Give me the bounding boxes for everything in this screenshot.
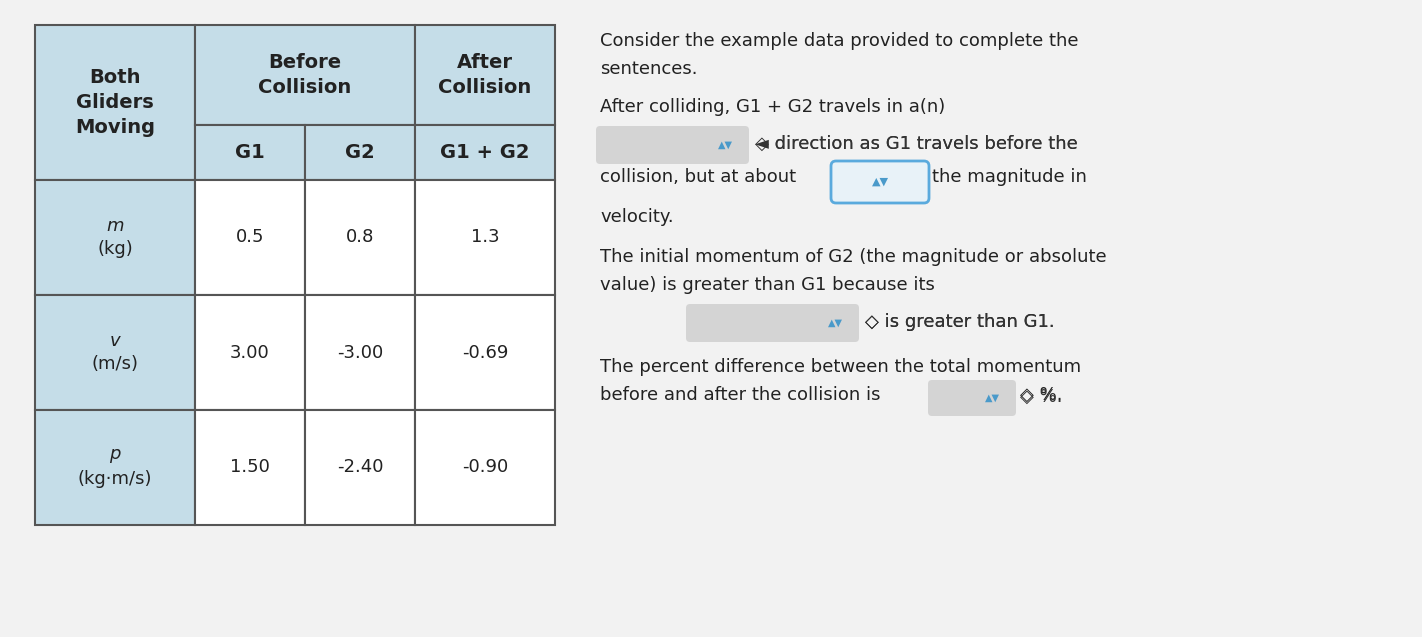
Bar — [36, 180, 195, 295]
FancyBboxPatch shape — [830, 161, 929, 203]
Bar — [304, 295, 415, 410]
Text: G1 + G2: G1 + G2 — [441, 143, 530, 162]
Bar — [195, 125, 304, 180]
Text: -3.00: -3.00 — [337, 343, 383, 362]
Text: value) is greater than G1 because its: value) is greater than G1 because its — [600, 276, 934, 294]
Text: 1.3: 1.3 — [471, 229, 499, 247]
Bar — [415, 295, 555, 410]
Text: before and after the collision is: before and after the collision is — [600, 386, 880, 404]
Bar — [36, 295, 195, 410]
Text: G1: G1 — [235, 143, 264, 162]
Bar — [36, 410, 195, 525]
Text: G2: G2 — [346, 143, 375, 162]
Text: sentences.: sentences. — [600, 60, 698, 78]
Text: ▲▼: ▲▼ — [872, 177, 889, 187]
Bar — [36, 25, 195, 180]
FancyBboxPatch shape — [685, 304, 859, 342]
Text: velocity.: velocity. — [600, 208, 674, 226]
FancyBboxPatch shape — [596, 126, 749, 164]
Text: ▲▼: ▲▼ — [718, 140, 732, 150]
Text: The initial momentum of G2 (the magnitude or absolute: The initial momentum of G2 (the magnitud… — [600, 248, 1106, 266]
Text: ◇ %.: ◇ %. — [1020, 388, 1062, 406]
Text: ◇ direction as G1 travels before the: ◇ direction as G1 travels before the — [755, 135, 1078, 153]
Bar — [195, 25, 415, 125]
Bar — [415, 125, 555, 180]
Text: -2.40: -2.40 — [337, 459, 384, 476]
Bar — [304, 125, 415, 180]
Bar — [195, 410, 304, 525]
Text: After colliding, G1 + G2 travels in a(n): After colliding, G1 + G2 travels in a(n) — [600, 98, 946, 116]
Bar — [415, 410, 555, 525]
Text: 3.00: 3.00 — [230, 343, 270, 362]
Bar — [304, 410, 415, 525]
Text: After
Collision: After Collision — [438, 53, 532, 97]
Text: The percent difference between the total momentum: The percent difference between the total… — [600, 358, 1081, 376]
Text: the magnitude in: the magnitude in — [931, 168, 1086, 186]
Text: ◄ direction as G1 travels before the: ◄ direction as G1 travels before the — [755, 135, 1078, 153]
Text: 0.5: 0.5 — [236, 229, 264, 247]
Text: 1.50: 1.50 — [230, 459, 270, 476]
Bar — [415, 25, 555, 125]
Bar — [415, 180, 555, 295]
Text: ◇ is greater than G1.: ◇ is greater than G1. — [865, 313, 1055, 331]
Bar — [195, 295, 304, 410]
Text: ◇ %.: ◇ %. — [1020, 386, 1062, 404]
Text: ◇ is greater than G1.: ◇ is greater than G1. — [865, 313, 1055, 331]
Bar — [195, 180, 304, 295]
Text: $v$
(m/s): $v$ (m/s) — [91, 332, 138, 373]
Text: collision, but at about: collision, but at about — [600, 168, 796, 186]
Text: 0.8: 0.8 — [346, 229, 374, 247]
Text: $p$
(kg·m/s): $p$ (kg·m/s) — [78, 447, 152, 489]
Text: $m$
(kg): $m$ (kg) — [97, 217, 132, 258]
Text: Consider the example data provided to complete the: Consider the example data provided to co… — [600, 32, 1078, 50]
FancyBboxPatch shape — [929, 380, 1015, 416]
Text: -0.90: -0.90 — [462, 459, 508, 476]
Text: -0.69: -0.69 — [462, 343, 508, 362]
Text: ▲▼: ▲▼ — [984, 393, 1000, 403]
Bar — [304, 180, 415, 295]
Text: Before
Collision: Before Collision — [259, 53, 351, 97]
Text: Both
Gliders
Moving: Both Gliders Moving — [75, 68, 155, 137]
Text: ▲▼: ▲▼ — [828, 318, 842, 328]
